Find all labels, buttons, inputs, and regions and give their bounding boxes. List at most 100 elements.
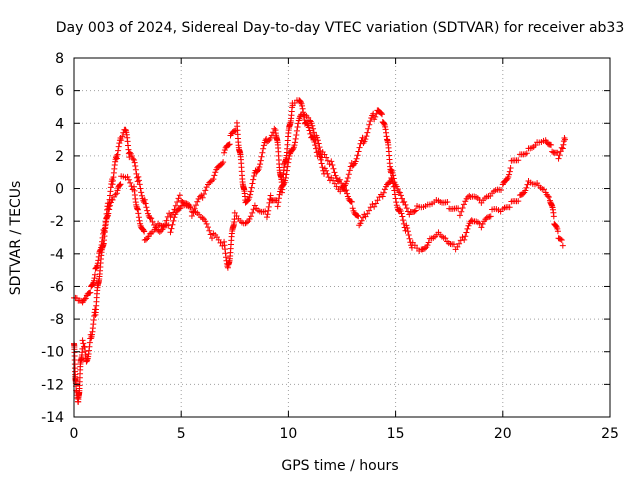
data-point <box>265 207 272 214</box>
data-point <box>170 217 177 224</box>
data-point <box>398 210 405 217</box>
data-point <box>129 155 136 162</box>
data-point <box>202 218 209 225</box>
data-point <box>176 192 183 199</box>
x-tick-label: 10 <box>279 426 297 442</box>
data-point <box>267 192 274 199</box>
x-tick-label: 5 <box>177 426 186 442</box>
data-point <box>363 133 370 140</box>
data-point <box>487 213 494 220</box>
data-point <box>362 136 369 143</box>
data-point <box>174 199 181 206</box>
data-point <box>454 243 461 250</box>
data-point <box>143 236 150 243</box>
chart-title: Day 003 of 2024, Sidereal Day-to-day VTE… <box>56 20 625 36</box>
y-axis-label: SDTVAR / TECUs <box>8 181 24 296</box>
data-point <box>372 200 379 207</box>
data-point <box>456 212 463 219</box>
data-point <box>145 233 152 240</box>
data-point <box>282 174 289 181</box>
data-point <box>209 235 216 242</box>
y-tick-label: -6 <box>50 279 64 295</box>
data-point <box>358 217 365 224</box>
data-point <box>115 143 122 150</box>
data-point <box>282 177 289 184</box>
data-point <box>323 167 330 174</box>
data-point <box>389 169 396 176</box>
data-point <box>203 184 210 191</box>
data-point <box>479 221 486 228</box>
data-point <box>399 195 406 202</box>
data-point <box>291 142 298 149</box>
data-point <box>258 153 265 160</box>
data-point <box>353 155 360 162</box>
data-point <box>381 186 388 193</box>
data-point <box>131 156 138 163</box>
data-point <box>267 195 274 202</box>
data-point <box>309 122 316 129</box>
data-point <box>126 149 133 156</box>
data-point <box>124 173 131 180</box>
data-point <box>314 137 321 144</box>
data-point <box>171 214 178 221</box>
data-point <box>285 159 292 166</box>
data-point <box>558 237 565 244</box>
data-point <box>554 228 561 235</box>
data-point <box>141 196 148 203</box>
data-point <box>257 157 264 164</box>
data-point <box>79 337 86 344</box>
data-point <box>116 140 123 147</box>
data-point <box>344 174 351 181</box>
data-point <box>313 145 320 152</box>
data-point <box>557 236 564 243</box>
data-point <box>388 166 395 173</box>
data-point <box>306 127 313 134</box>
data-point <box>328 158 335 165</box>
data-point <box>357 220 364 227</box>
data-point <box>172 202 179 209</box>
data-point <box>559 242 566 249</box>
data-point <box>117 181 124 188</box>
data-point <box>366 121 373 128</box>
data-point <box>339 183 346 190</box>
data-point <box>324 157 331 164</box>
data-point <box>463 229 470 236</box>
y-tick-label: 0 <box>55 182 64 198</box>
data-point <box>203 220 210 227</box>
data-point <box>354 212 361 219</box>
x-tick-label: 25 <box>601 426 619 442</box>
x-tick-label: 20 <box>494 426 512 442</box>
data-point <box>305 124 312 131</box>
data-point <box>318 160 325 167</box>
data-point <box>199 215 206 222</box>
data-point <box>391 187 398 194</box>
data-point <box>560 138 567 145</box>
data-point <box>135 214 142 221</box>
data-point <box>364 129 371 136</box>
data-point <box>192 202 199 209</box>
data-point <box>444 198 451 205</box>
data-point <box>468 217 475 224</box>
data-point <box>250 206 257 213</box>
data-point <box>250 176 257 183</box>
data-point <box>292 135 299 142</box>
data-point <box>556 152 563 159</box>
data-point <box>523 150 530 157</box>
data-point <box>226 141 233 148</box>
data-point <box>280 180 287 187</box>
data-point <box>310 125 317 132</box>
data-point <box>343 187 350 194</box>
y-tick-label: -4 <box>50 247 64 263</box>
data-point <box>498 187 505 194</box>
data-point <box>243 219 250 226</box>
data-point <box>555 155 562 162</box>
data-point <box>355 213 362 220</box>
data-point <box>293 131 300 138</box>
data-point <box>248 184 255 191</box>
data-point <box>299 105 306 112</box>
data-point <box>404 225 411 232</box>
data-point <box>549 148 556 155</box>
data-point <box>246 194 253 201</box>
data-point <box>548 141 555 148</box>
data-point <box>360 214 367 221</box>
